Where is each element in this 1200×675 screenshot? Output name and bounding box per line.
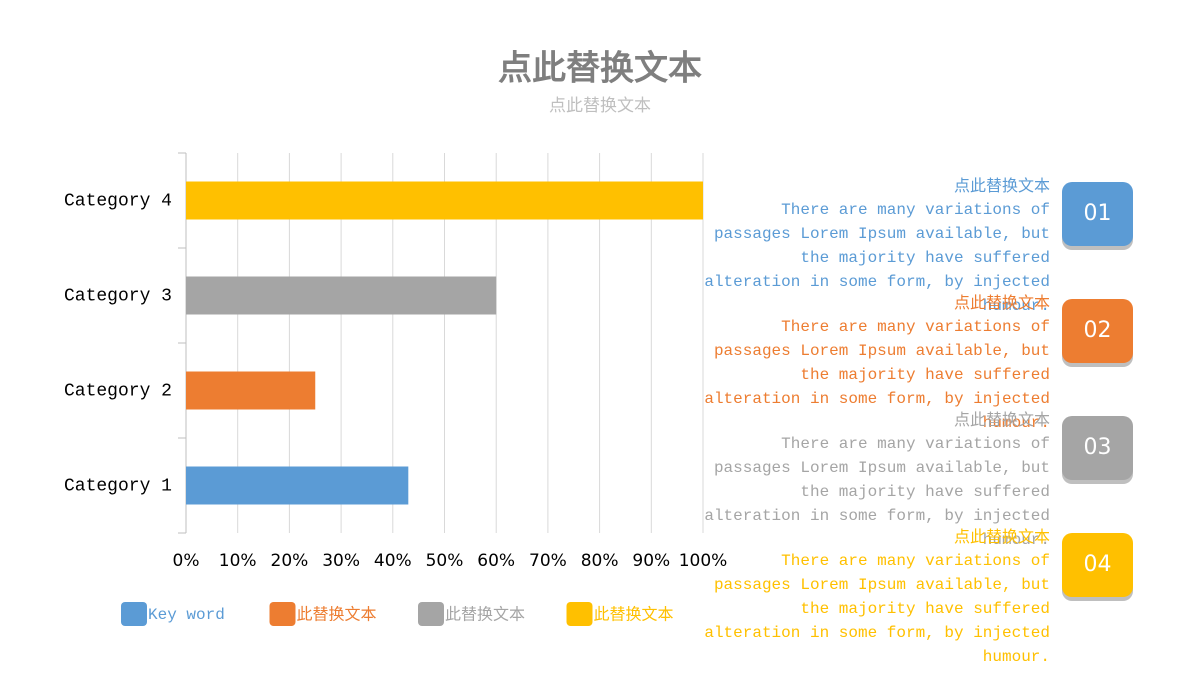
- y-tick-label: Category 2: [64, 381, 172, 401]
- item: 点此替换文本 There are many variations of passa…: [700, 174, 1050, 318]
- x-tick-label: 100%: [679, 551, 728, 571]
- y-tick-label: Category 4: [64, 191, 172, 211]
- legend-label: 此替换文本: [297, 605, 377, 624]
- legend-swatch: [566, 602, 593, 626]
- bar: [186, 466, 409, 505]
- chart-subtitle: 点此替换文本: [549, 96, 651, 116]
- legend-swatch: [418, 602, 444, 626]
- item-badge: 02: [1062, 299, 1133, 363]
- x-tick-label: 60%: [477, 551, 515, 571]
- x-tick-label: 20%: [271, 551, 309, 571]
- legend-label: Key word: [148, 606, 225, 624]
- item-badge: 04: [1062, 533, 1133, 597]
- legend-swatch: [269, 602, 296, 626]
- legend-label: 此替换文本: [445, 605, 525, 624]
- item: 点此替换文本 There are many variations of passa…: [700, 525, 1050, 669]
- item-title: 点此替换文本: [953, 176, 1050, 195]
- x-tick-label: 30%: [322, 551, 360, 571]
- item-badge: 01: [1062, 182, 1133, 246]
- y-tick-label: Category 3: [64, 286, 172, 306]
- item-badge: 03: [1062, 416, 1133, 480]
- x-tick-label: 80%: [581, 551, 619, 571]
- item-text: There are many variations of passages Lo…: [704, 552, 1050, 666]
- x-tick-label: 70%: [529, 551, 567, 571]
- item-text: There are many variations of passages Lo…: [704, 318, 1050, 432]
- item-text: There are many variations of passages Lo…: [704, 435, 1050, 549]
- item: 点此替换文本 There are many variations of passa…: [700, 291, 1050, 435]
- bar: [186, 276, 497, 315]
- x-tick-label: 50%: [426, 551, 464, 571]
- bar: [186, 181, 703, 220]
- x-tick-label: 90%: [632, 551, 670, 571]
- x-tick-label: 40%: [374, 551, 412, 571]
- bar: [186, 371, 316, 410]
- item-title: 点此替换文本: [953, 293, 1050, 312]
- x-tick-label: 10%: [219, 551, 257, 571]
- legend-label: 此替换文本: [594, 605, 674, 624]
- x-tick-label: 0%: [173, 551, 200, 571]
- item-title: 点此替换文本: [953, 527, 1050, 546]
- item-title: 点此替换文本: [953, 410, 1050, 429]
- legend-swatch: [121, 602, 147, 626]
- y-tick-label: Category 1: [64, 476, 172, 496]
- chart-title: 点此替换文本: [498, 49, 702, 89]
- item: 点此替换文本 There are many variations of passa…: [700, 408, 1050, 552]
- item-text: There are many variations of passages Lo…: [704, 201, 1050, 315]
